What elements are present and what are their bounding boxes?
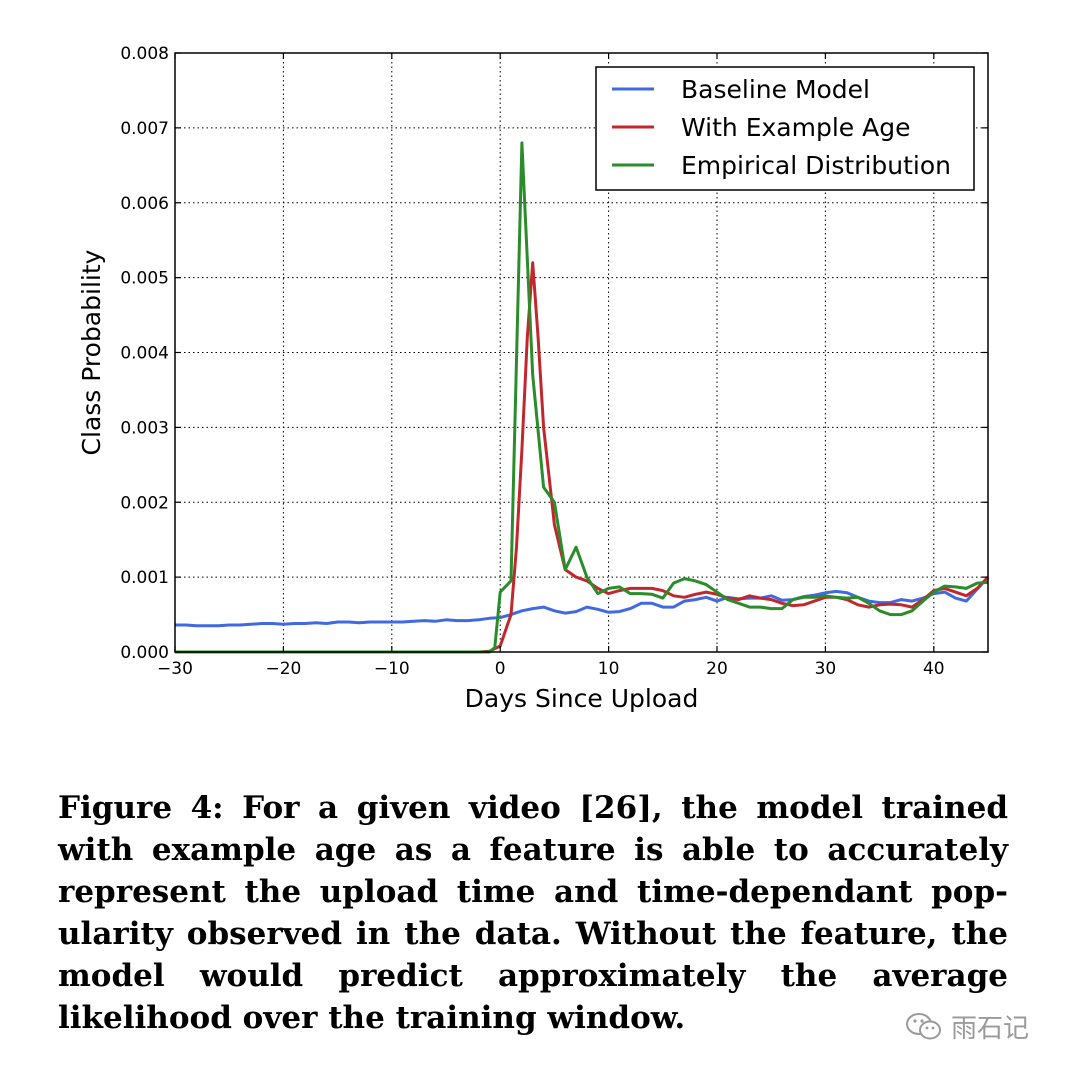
legend-label: Empirical Distribution (681, 151, 951, 180)
x-tick-label: 0 (495, 659, 506, 679)
wechat-icon (905, 1011, 943, 1043)
series-line-1 (175, 261, 990, 654)
line-chart: −30 −20 −10 0 10 20 30 40 0.000 0.001 0.002 0.003 0.… (77, 44, 990, 713)
x-tick-label: 10 (598, 659, 620, 679)
series-line-0 (175, 576, 990, 628)
y-axis-label: Class Probability (77, 249, 106, 455)
y-tick-label: 0.003 (120, 418, 169, 438)
x-tick-label: 30 (815, 659, 837, 679)
x-tick-label: 20 (706, 659, 728, 679)
watermark-text: 雨石记 (951, 1014, 1030, 1044)
series-line-2 (175, 141, 989, 654)
y-tick-label: 0.004 (120, 344, 169, 364)
x-tick-label: −10 (374, 659, 410, 679)
legend-label: Baseline Model (681, 75, 870, 104)
x-tick-label: −20 (265, 659, 301, 679)
x-tick-label: 40 (923, 659, 945, 679)
y-tick-label: 0.006 (120, 194, 169, 214)
x-axis-label: Days Since Upload (465, 684, 699, 713)
legend-label: With Example Age (681, 113, 910, 142)
y-tick-label: 0.005 (120, 269, 169, 289)
figure-caption: Figure 4: For a given video [26], the mo… (58, 790, 1008, 1036)
legend: Baseline Model With Example Age Empirical … (595, 66, 975, 191)
legend-box (595, 66, 975, 191)
y-tick-label: 0.008 (120, 44, 169, 64)
y-tick-label: 0.000 (120, 643, 169, 663)
y-tick-label: 0.001 (120, 568, 169, 588)
y-tick-label: 0.007 (120, 119, 169, 139)
x-tick-label: −30 (157, 659, 193, 679)
series-lines (175, 141, 990, 654)
watermark: 雨石记 (905, 1008, 1029, 1045)
axis-ticks: −30 −20 −10 0 10 20 30 40 0.000 0.001 0.002 0.003 0.… (120, 44, 988, 679)
y-tick-label: 0.002 (120, 493, 169, 513)
